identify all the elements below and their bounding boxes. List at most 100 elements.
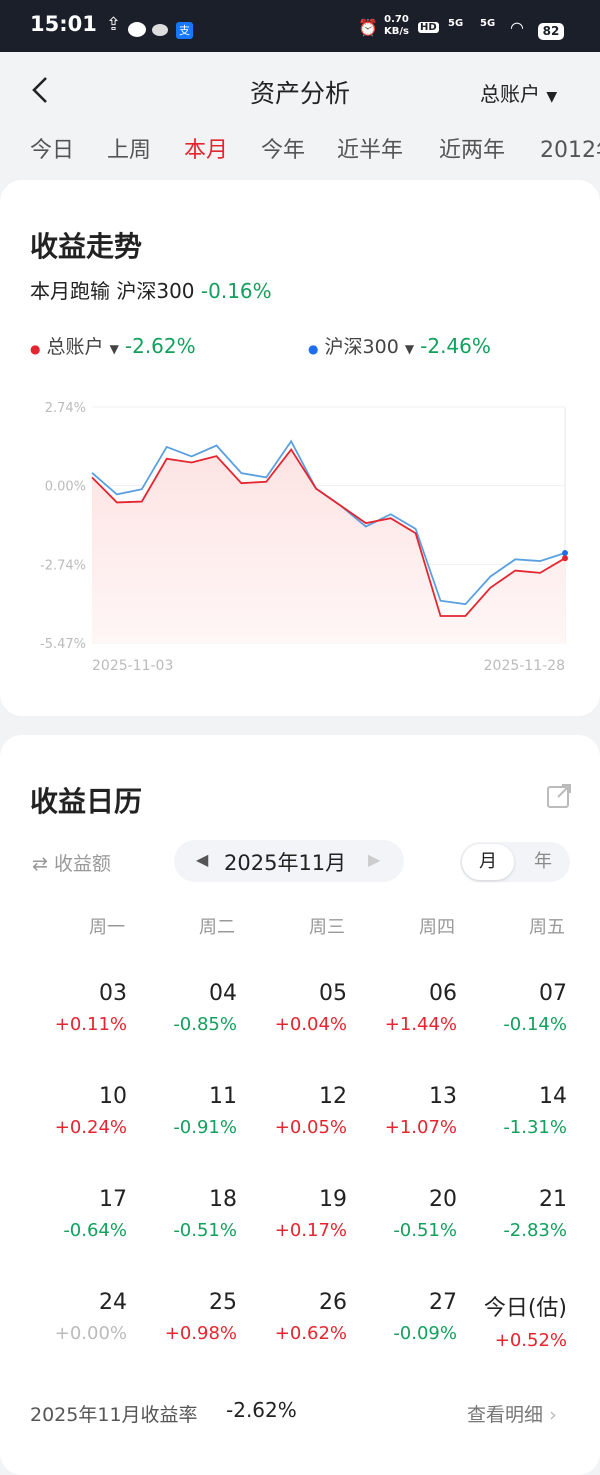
day-return: +0.98% xyxy=(164,1323,237,1344)
calendar-day[interactable]: 26 +0.62% xyxy=(247,1290,347,1344)
tab-4[interactable]: 近半年 xyxy=(337,138,404,163)
tab-1[interactable]: 上周 xyxy=(107,138,152,163)
prev-month-icon[interactable]: ◀ xyxy=(196,850,209,869)
calendar-day[interactable]: 17 -0.64% xyxy=(27,1187,127,1241)
day-number: 13 xyxy=(429,1084,457,1109)
calendar-day[interactable]: 20 -0.51% xyxy=(357,1187,457,1241)
net-unit: KB/s xyxy=(384,26,409,37)
calendar-day[interactable]: 05 +0.04% xyxy=(247,981,347,1035)
legend-value: -2.46% xyxy=(420,334,491,358)
day-number: 24 xyxy=(99,1290,127,1315)
day-return: -0.14% xyxy=(503,1014,567,1035)
legend-dot-icon: ● xyxy=(30,342,41,356)
status-bar: 15:01 ⇪ 支 ⏰ 0.70 KB/s HD 5G 5G ◠ 82 xyxy=(0,0,600,52)
y-tick-label: 2.74% xyxy=(45,401,86,416)
page-title: 资产分析 xyxy=(249,79,350,108)
month-label: 2025年11月 xyxy=(224,851,347,875)
legend-value: -2.62% xyxy=(124,334,196,358)
wechat-icon xyxy=(152,24,168,36)
area-fill xyxy=(92,449,565,643)
account-selector[interactable]: 总账户 ▼ xyxy=(480,78,557,107)
calendar-day[interactable]: 03 +0.11% xyxy=(27,981,127,1035)
net-speed: 0.70 xyxy=(384,14,409,25)
view-switch: 月 年 xyxy=(460,842,570,882)
day-return: -0.09% xyxy=(393,1323,457,1344)
tab-0[interactable]: 今日 xyxy=(30,138,75,163)
calendar-day[interactable]: 06 +1.44% xyxy=(357,981,457,1035)
calendar-day[interactable]: 今日(估) +0.52% xyxy=(467,1290,567,1351)
y-tick-label: 0.00% xyxy=(45,480,86,495)
calendar-day[interactable]: 21 -2.83% xyxy=(467,1187,567,1241)
day-return: +0.04% xyxy=(274,1014,347,1035)
day-return: -0.51% xyxy=(393,1220,457,1241)
calendar-day[interactable]: 11 -0.91% xyxy=(137,1084,237,1138)
series-end-point xyxy=(562,555,568,562)
calendar-day[interactable]: 04 -0.85% xyxy=(137,981,237,1035)
calendar-day[interactable]: 14 -1.31% xyxy=(467,1084,567,1138)
calendar-day[interactable]: 24 +0.00% xyxy=(27,1290,127,1344)
calendar-day[interactable]: 27 -0.09% xyxy=(357,1290,457,1344)
day-return: -1.31% xyxy=(503,1117,567,1138)
day-number: 03 xyxy=(99,981,127,1006)
day-return: +1.44% xyxy=(384,1014,457,1035)
day-number: 18 xyxy=(209,1187,237,1212)
battery-icon: 82 xyxy=(538,23,564,40)
compare-value: -0.16% xyxy=(200,279,272,303)
trend-chart[interactable]: 2.74% 0.00% -2.74% -5.47% 2025-11-03 2025-11-… xyxy=(0,390,600,680)
metric-toggle[interactable]: ⇄ 收益额 xyxy=(32,849,111,876)
calendar-title: 收益日历 xyxy=(30,785,143,818)
day-number: 07 xyxy=(539,981,567,1006)
legend-name: 沪深300 xyxy=(324,336,399,358)
day-number: 20 xyxy=(429,1187,457,1212)
account-label: 总账户 xyxy=(480,82,540,106)
next-month-icon[interactable]: ▶ xyxy=(368,850,381,869)
legend-dot-icon: ● xyxy=(308,342,319,356)
x-start-label: 2025-11-03 xyxy=(92,658,173,674)
x-end-label: 2025-11-28 xyxy=(484,658,565,674)
day-number: 19 xyxy=(319,1187,347,1212)
day-number: 12 xyxy=(319,1084,347,1109)
view-year-button[interactable]: 年 xyxy=(534,851,552,872)
calendar-day[interactable]: 25 +0.98% xyxy=(137,1290,237,1344)
day-return: -0.91% xyxy=(173,1117,237,1138)
calendar-card: 收益日历 ⇄ 收益额 ◀ 2025年11月 ▶ 月 年 周一 周二 周三 周四 周五 03… xyxy=(0,735,600,1475)
month-picker: ◀ 2025年11月 ▶ xyxy=(174,840,404,882)
day-number: 14 xyxy=(539,1084,567,1109)
calendar-day[interactable]: 12 +0.05% xyxy=(247,1084,347,1138)
calendar-day[interactable]: 13 +1.07% xyxy=(357,1084,457,1138)
tab-3[interactable]: 今年 xyxy=(261,138,306,163)
summary-value: -2.62% xyxy=(226,1398,297,1422)
back-icon[interactable] xyxy=(30,76,50,104)
tab-6[interactable]: 2012年 xyxy=(540,138,600,163)
chevron-right-icon: › xyxy=(549,1404,557,1426)
message-icon xyxy=(128,22,146,37)
metric-label: 收益额 xyxy=(53,853,111,875)
trend-card: 收益走势 本月跑输 沪深300 -0.16% ● 总账户 ▼ -2.62% ● … xyxy=(0,180,600,716)
view-month-button[interactable]: 月 xyxy=(462,844,514,880)
calendar-day[interactable]: 18 -0.51% xyxy=(137,1187,237,1241)
day-return: +0.05% xyxy=(274,1117,347,1138)
share-icon[interactable] xyxy=(546,783,572,809)
day-number: 11 xyxy=(209,1084,237,1109)
day-number: 06 xyxy=(429,981,457,1006)
day-return: -2.83% xyxy=(503,1220,567,1241)
trend-title: 收益走势 xyxy=(30,230,143,263)
caret-down-icon: ▼ xyxy=(546,89,558,105)
series-line-0 xyxy=(91,447,566,617)
tab-2[interactable]: 本月 xyxy=(184,138,229,163)
calendar-day[interactable]: 19 +0.17% xyxy=(247,1187,347,1241)
calendar-day[interactable]: 10 +0.24% xyxy=(27,1084,127,1138)
caret-down-icon: ▼ xyxy=(109,342,119,356)
calendar-day[interactable]: 07 -0.14% xyxy=(467,981,567,1035)
day-number: 05 xyxy=(319,981,347,1006)
day-number: 27 xyxy=(429,1290,457,1315)
day-return: +0.62% xyxy=(274,1323,347,1344)
y-tick-label: -2.74% xyxy=(40,558,86,573)
day-return: +0.11% xyxy=(54,1014,127,1035)
caret-down-icon: ▼ xyxy=(404,342,415,356)
view-details-link[interactable]: 查看明细 › xyxy=(467,1400,557,1427)
details-label: 查看明细 xyxy=(467,1404,544,1426)
tab-5[interactable]: 近两年 xyxy=(439,138,506,163)
legend-account[interactable]: ● 总账户 ▼ -2.62% xyxy=(30,332,196,359)
legend-index[interactable]: ● 沪深300 ▼ -2.46% xyxy=(308,332,491,359)
